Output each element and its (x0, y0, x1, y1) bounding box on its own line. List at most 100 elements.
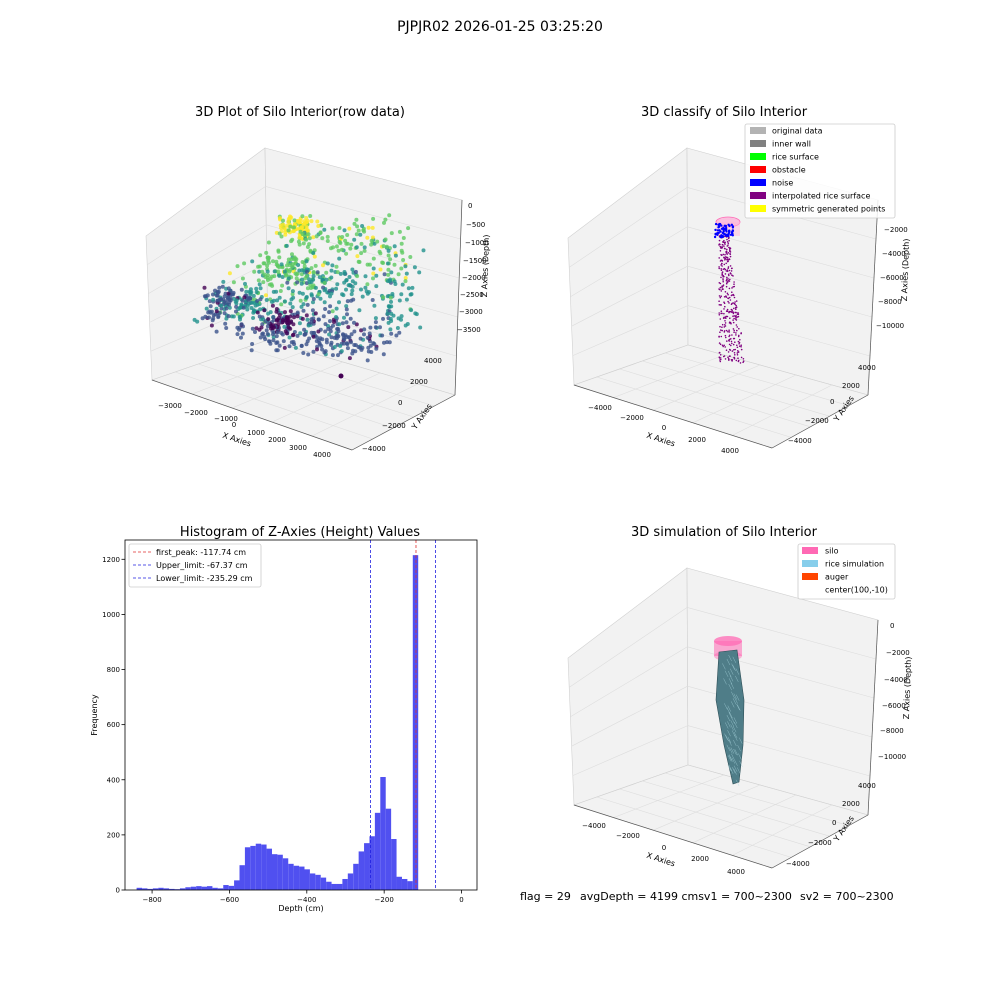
surface-mesh-line (735, 779, 740, 786)
point (733, 356, 736, 359)
panel1-x-tick: 4000 (313, 451, 331, 459)
point (315, 347, 319, 352)
point (274, 334, 279, 339)
point (728, 296, 731, 299)
point (736, 352, 739, 354)
point (373, 325, 378, 330)
point (737, 340, 740, 343)
point (726, 248, 728, 251)
panel4-z-tick: −10000 (878, 753, 906, 761)
panel4-axes-box (567, 567, 879, 869)
histogram-bar (142, 888, 148, 890)
point (301, 302, 306, 307)
point (324, 277, 329, 282)
point (344, 307, 349, 312)
point (329, 335, 334, 340)
point (397, 330, 402, 335)
surface-mesh-line (733, 693, 738, 700)
point (347, 356, 352, 361)
surface-mesh-line (728, 712, 733, 719)
axis-line (771, 814, 869, 869)
point (727, 357, 730, 360)
point (277, 216, 282, 221)
point (381, 316, 385, 321)
point (399, 317, 403, 322)
point (403, 276, 408, 280)
point (290, 292, 295, 297)
point (718, 342, 721, 344)
point (284, 243, 289, 248)
point (329, 340, 334, 345)
point (722, 253, 725, 256)
point (325, 261, 330, 266)
point (322, 280, 327, 285)
point (257, 269, 262, 274)
grid-line (665, 352, 849, 406)
histogram-bar (309, 873, 316, 890)
point (299, 344, 304, 348)
point (313, 263, 318, 268)
point (295, 314, 300, 319)
legend-swatch (750, 179, 766, 186)
surface-mesh-line (733, 765, 738, 772)
point (326, 327, 331, 331)
panel4-title: 3D simulation of Silo Interior (631, 525, 818, 540)
point (728, 246, 730, 249)
legend-frame (128, 543, 262, 588)
point (721, 259, 723, 262)
panel2-z-tick: −8000 (878, 298, 902, 306)
point (733, 315, 736, 317)
surface-mesh-line (734, 749, 739, 756)
histogram-bar (347, 873, 354, 890)
point (222, 294, 227, 299)
y-tick-label: 0 (116, 887, 120, 895)
point (304, 274, 309, 279)
histogram-bar (147, 888, 153, 890)
point (337, 322, 342, 327)
panel4-z-tick: −6000 (882, 702, 906, 710)
point (336, 248, 341, 253)
grid-line (175, 371, 373, 440)
point (327, 310, 332, 315)
point (296, 219, 301, 223)
point (290, 333, 295, 338)
point (214, 309, 219, 314)
histogram-bar (374, 812, 381, 890)
panel2-x-tick: −2000 (620, 414, 644, 422)
panel2-y-ticks: −4000 −2000 0 2000 4000 (788, 364, 876, 445)
point (718, 356, 721, 359)
point (347, 283, 352, 287)
point (340, 235, 345, 239)
point (366, 345, 371, 350)
point (363, 285, 368, 290)
point (718, 300, 720, 303)
point (342, 337, 347, 342)
panel2-z-tick: −4000 (882, 250, 906, 258)
point (736, 316, 739, 318)
point (217, 285, 222, 290)
point (374, 273, 379, 278)
surface-mesh-line (733, 717, 738, 724)
legend-label: noise (772, 179, 793, 188)
point (207, 299, 212, 304)
point (243, 281, 247, 286)
point (727, 252, 730, 254)
point (734, 348, 736, 351)
point (280, 275, 285, 279)
point (368, 325, 373, 330)
histogram-bar (380, 777, 386, 890)
point (736, 346, 739, 349)
point (735, 308, 737, 311)
point (721, 344, 724, 347)
point (239, 335, 243, 340)
histogram-bar (217, 888, 224, 890)
point (317, 341, 322, 345)
point (289, 257, 294, 262)
point (228, 288, 233, 293)
point (323, 329, 328, 334)
histogram-bar (331, 883, 337, 890)
point (282, 299, 287, 304)
histogram-bar (174, 889, 180, 890)
panel4-y-tick: −2000 (808, 839, 832, 847)
point (215, 293, 220, 298)
